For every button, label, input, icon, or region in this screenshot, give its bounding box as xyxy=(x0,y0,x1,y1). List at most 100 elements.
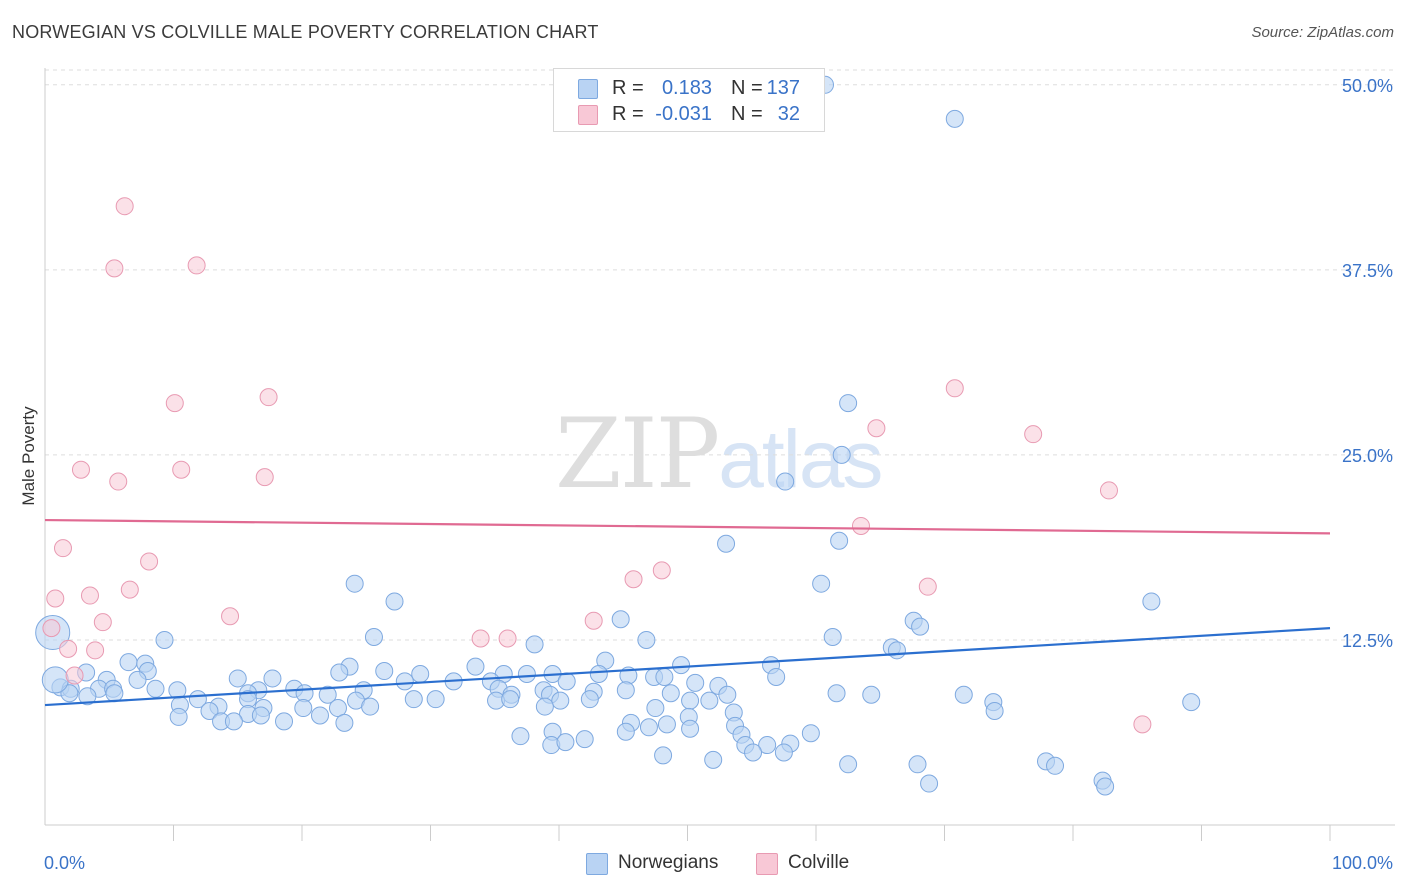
norwegians-point xyxy=(700,691,719,710)
norwegians-point xyxy=(718,685,737,704)
norwegians-point xyxy=(364,627,383,646)
colville-point xyxy=(498,629,517,648)
norwegians-point xyxy=(954,685,973,704)
colville-point xyxy=(59,639,78,658)
colville-point xyxy=(624,570,643,589)
norwegians-point xyxy=(557,672,576,691)
norwegians-point xyxy=(119,653,138,672)
norwegians-point xyxy=(812,574,831,593)
norwegians-trend-line xyxy=(44,627,1331,707)
norwegians-point xyxy=(758,736,777,755)
legend-n-value: 137 xyxy=(766,77,800,99)
norwegians-point xyxy=(128,670,147,689)
norwegians-point xyxy=(224,712,243,731)
norwegians-point xyxy=(681,691,700,710)
norwegians-point xyxy=(657,715,676,734)
norwegians-point xyxy=(580,690,599,709)
norwegians-point xyxy=(275,712,294,731)
norwegians-point xyxy=(985,702,1004,721)
norwegians-points xyxy=(35,75,1201,796)
norwegians-point xyxy=(335,713,354,732)
x-tick-label-min: 0.0% xyxy=(44,853,85,873)
colville-point xyxy=(1133,715,1152,734)
norwegians-point xyxy=(839,755,858,774)
legend-r-value: 0.183 xyxy=(661,77,712,99)
colville-point xyxy=(652,561,671,580)
norwegians-point xyxy=(375,662,394,681)
legend-r-label: R = xyxy=(612,77,644,99)
colville-point xyxy=(105,259,124,278)
norwegians-point xyxy=(395,672,414,691)
legend-r-label: R = xyxy=(612,103,644,125)
norwegians-point xyxy=(686,673,705,692)
norwegians-point xyxy=(404,690,423,709)
norwegians-point xyxy=(717,534,736,553)
norwegians-point xyxy=(887,641,906,660)
norwegians-point xyxy=(945,109,964,128)
norwegians-point xyxy=(575,730,594,749)
legend-label-colville: Colville xyxy=(788,852,850,873)
norwegians-point xyxy=(704,750,723,769)
norwegians-point xyxy=(466,657,485,676)
norwegians-point xyxy=(200,702,219,721)
legend-n-value: 32 xyxy=(777,103,800,125)
colville-point xyxy=(584,611,603,630)
watermark: ZIPatlas xyxy=(555,398,883,510)
axis-labels: 12.5% 25.0% 37.5% 50.0% 0.0% 100.0% Male Pover… xyxy=(19,76,1393,873)
colville-point xyxy=(65,666,84,685)
colville-point xyxy=(172,460,191,479)
y-tick-label: 12.5% xyxy=(1342,631,1393,651)
norwegians-point xyxy=(616,722,635,741)
norwegians-point xyxy=(654,746,673,765)
norwegians-point xyxy=(517,665,536,683)
colville-point xyxy=(109,472,128,491)
norwegians-point xyxy=(411,665,430,683)
norwegians-point xyxy=(385,592,404,611)
colville-point xyxy=(187,256,206,275)
colville-point xyxy=(53,539,72,558)
colville-point xyxy=(42,619,61,638)
norwegians-point xyxy=(263,669,282,688)
norwegians-point xyxy=(832,445,851,464)
norwegians-point xyxy=(776,472,795,491)
colville-point xyxy=(1099,481,1118,500)
norwegians-point xyxy=(294,699,313,718)
colville-point xyxy=(1024,425,1043,444)
norwegians-point xyxy=(661,684,680,703)
norwegians-point xyxy=(155,630,174,649)
norwegians-point xyxy=(672,656,691,675)
x-tick-label-max: 100.0% xyxy=(1332,853,1393,873)
colville-point xyxy=(255,468,274,487)
legend-swatch-blue xyxy=(578,79,598,99)
legend-swatch-pink xyxy=(578,105,598,125)
y-tick-label: 25.0% xyxy=(1342,446,1393,466)
correlation-legend: R = 0.183 N = 137 R = -0.031 N = 32 xyxy=(553,68,825,132)
colville-point xyxy=(93,613,112,632)
norwegians-point xyxy=(589,665,608,683)
watermark-zip: ZIP xyxy=(555,398,720,510)
norwegians-point xyxy=(774,743,793,762)
watermark-atlas: atlas xyxy=(718,414,883,505)
colville-trend-line xyxy=(44,518,1331,535)
norwegians-point xyxy=(426,690,445,709)
legend-swatch-colville xyxy=(756,853,778,875)
colville-point xyxy=(86,641,105,660)
norwegians-point xyxy=(908,755,927,774)
norwegians-point xyxy=(511,727,530,746)
colville-point xyxy=(115,197,134,216)
colville-point xyxy=(140,552,159,571)
norwegians-point xyxy=(862,685,881,704)
colville-point xyxy=(259,388,278,407)
norwegians-point xyxy=(1096,777,1115,796)
norwegians-point xyxy=(827,684,846,703)
colville-point xyxy=(851,516,870,535)
legend-label-norwegians: Norwegians xyxy=(618,852,719,873)
norwegians-point xyxy=(681,719,700,738)
norwegians-point xyxy=(535,697,554,716)
norwegians-point xyxy=(105,684,124,703)
colville-point xyxy=(80,586,99,605)
colville-point xyxy=(165,394,184,413)
legend-r-value: -0.031 xyxy=(655,103,712,125)
norwegians-point xyxy=(551,691,570,710)
norwegians-point xyxy=(839,394,858,413)
